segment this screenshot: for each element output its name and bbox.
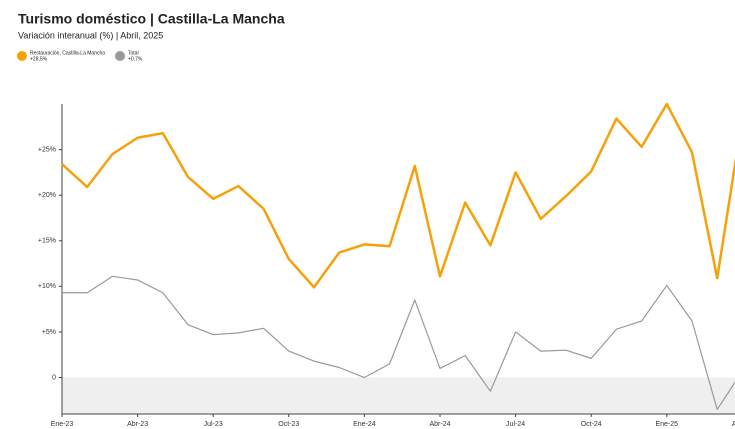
series-line — [62, 275, 735, 411]
y-tick-label: +25% — [38, 146, 56, 153]
negative-area — [62, 377, 735, 414]
legend-value: +28,5% — [30, 56, 48, 62]
legend-swatch — [115, 51, 125, 61]
x-tick-label: Jul-24 — [506, 421, 525, 428]
x-tick-label: Abr-24 — [429, 421, 450, 428]
y-tick-label: +15% — [38, 238, 56, 245]
legend-label: Restauración, Castilla-La Mancha — [30, 50, 105, 56]
chart-subtitle: Variación interanual (%) | Abril, 2025 — [18, 30, 163, 40]
x-tick-label: Abr-25 — [732, 421, 735, 428]
x-tick-label: Ene-23 — [51, 421, 74, 428]
x-tick-label: Jul-23 — [204, 421, 223, 428]
y-tick-label: +10% — [38, 283, 56, 290]
x-tick-label: Ene-24 — [353, 421, 376, 428]
legend-swatch — [17, 51, 27, 61]
y-tick-label: +20% — [38, 192, 56, 199]
x-tick-label: Oct-23 — [278, 421, 299, 428]
y-tick-label: +5% — [42, 329, 56, 336]
x-tick-label: Ene-25 — [656, 421, 679, 428]
chart-title: Turismo doméstico | Castilla-La Mancha — [18, 11, 285, 27]
legend-value: +0,7% — [128, 56, 143, 62]
y-tick-label: 0 — [52, 374, 56, 381]
x-tick-label: Abr-23 — [127, 421, 148, 428]
series-line — [61, 102, 735, 289]
legend-label: Total — [128, 50, 139, 56]
x-tick-label: Oct-24 — [581, 421, 602, 428]
